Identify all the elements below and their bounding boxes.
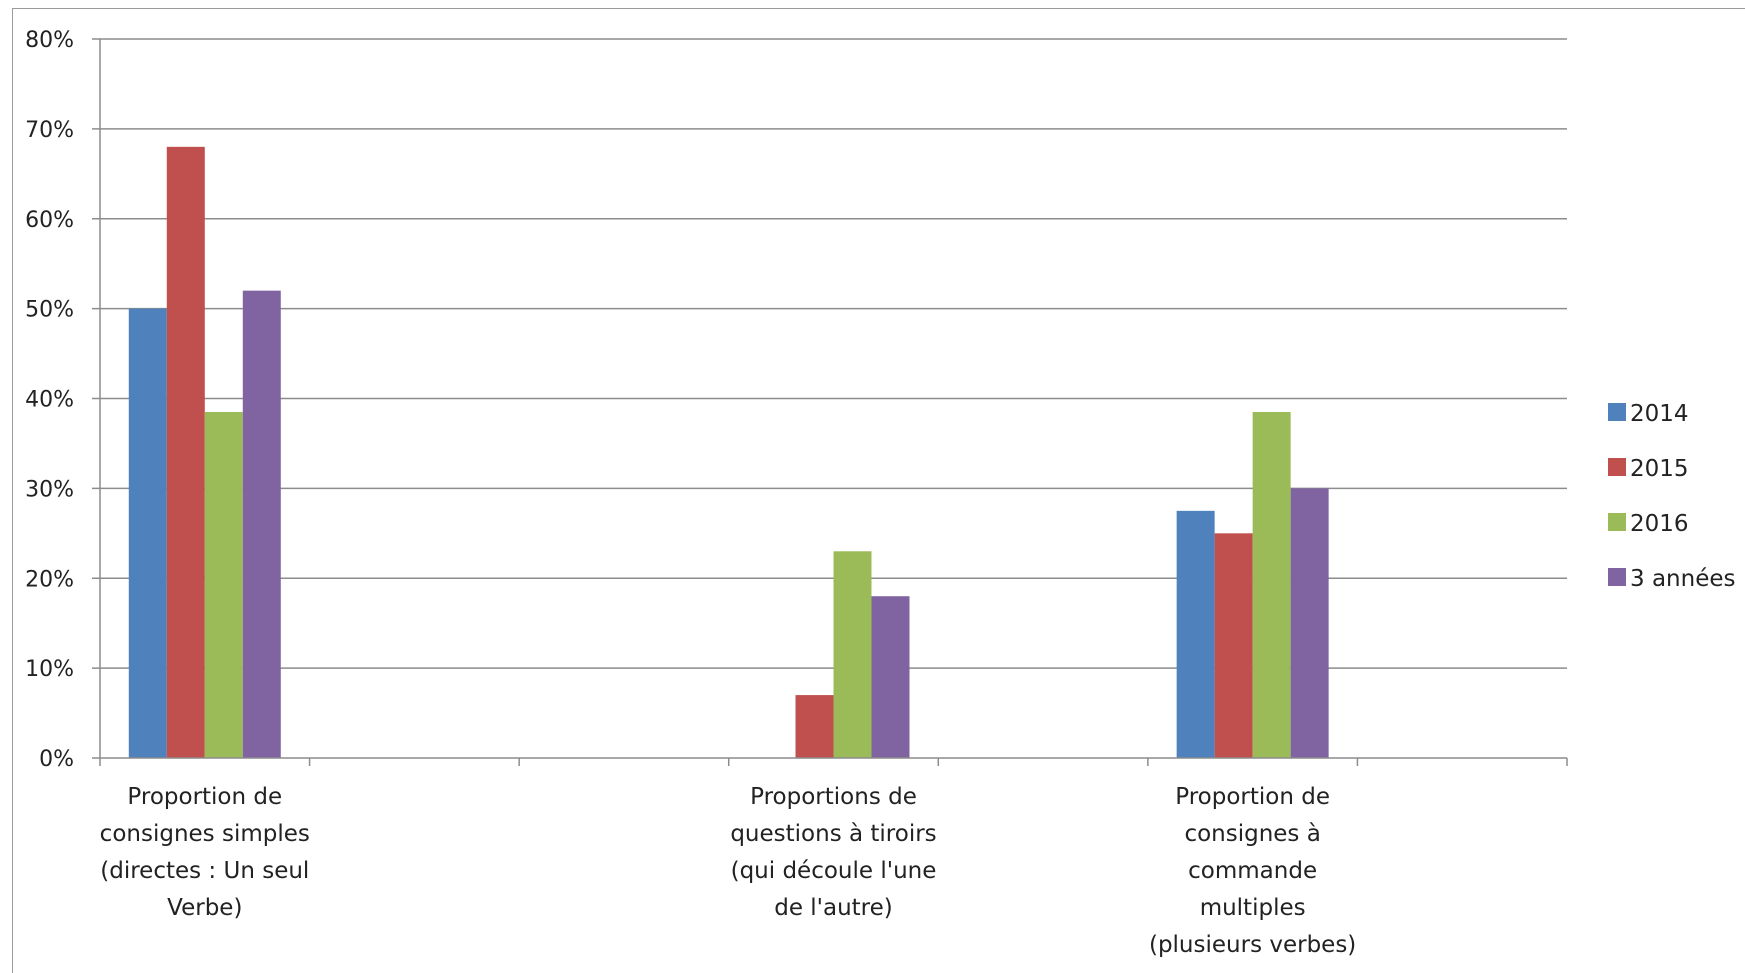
- y-tick-label: 30%: [25, 477, 74, 502]
- legend-label: 2015: [1630, 456, 1689, 482]
- category-label: (plusieurs verbes): [1149, 932, 1356, 958]
- legend-label: 2014: [1630, 401, 1689, 427]
- legend: 2014 2015 2016 3 années: [1608, 401, 1735, 592]
- bar: [204, 411, 243, 758]
- bar: [242, 290, 281, 758]
- bar: [128, 308, 167, 758]
- bars: [128, 146, 1329, 759]
- category-label: consignes à: [1184, 821, 1320, 847]
- legend-swatch: [1608, 568, 1626, 586]
- category-label: Proportion de: [1175, 784, 1330, 810]
- category-label: questions à tiroirs: [730, 821, 936, 847]
- chart-frame: [12, 8, 1745, 973]
- y-tick-label: 20%: [25, 567, 74, 592]
- category-label: consignes simples: [100, 821, 310, 847]
- axes: [92, 38, 1568, 766]
- bar: [795, 695, 834, 758]
- bar: [1252, 411, 1291, 758]
- legend-label: 3 années: [1630, 566, 1735, 592]
- category-label: de l'autre): [774, 895, 893, 921]
- y-tick-label: 70%: [25, 118, 74, 143]
- y-tick-label: 0%: [39, 747, 74, 772]
- bar: [871, 596, 910, 758]
- y-tick-label: 60%: [25, 208, 74, 233]
- category-label: Proportions de: [750, 784, 917, 810]
- bar: [1176, 510, 1215, 758]
- y-tick-label: 80%: [25, 28, 74, 53]
- bar: [833, 551, 872, 758]
- y-tick-label: 50%: [25, 298, 74, 323]
- category-label: (directes : Un seul: [100, 858, 309, 884]
- category-label: multiples: [1200, 895, 1306, 921]
- bar: [166, 146, 205, 759]
- legend-swatch: [1608, 403, 1626, 421]
- category-label: Proportion de: [127, 784, 282, 810]
- bar: [1214, 533, 1253, 758]
- category-label: (qui découle l'une: [731, 858, 937, 884]
- labels: 0% 10% 20% 30% 40% 50% 60% 70% 80% Proportion de c…: [25, 28, 1356, 958]
- y-tick-label: 10%: [25, 657, 74, 682]
- bar: [1290, 488, 1329, 758]
- legend-swatch: [1608, 458, 1626, 476]
- legend-swatch: [1608, 513, 1626, 531]
- legend-label: 2016: [1630, 511, 1689, 537]
- category-label: commande: [1188, 858, 1317, 884]
- y-tick-label: 40%: [25, 388, 74, 413]
- category-label: Verbe): [167, 895, 242, 921]
